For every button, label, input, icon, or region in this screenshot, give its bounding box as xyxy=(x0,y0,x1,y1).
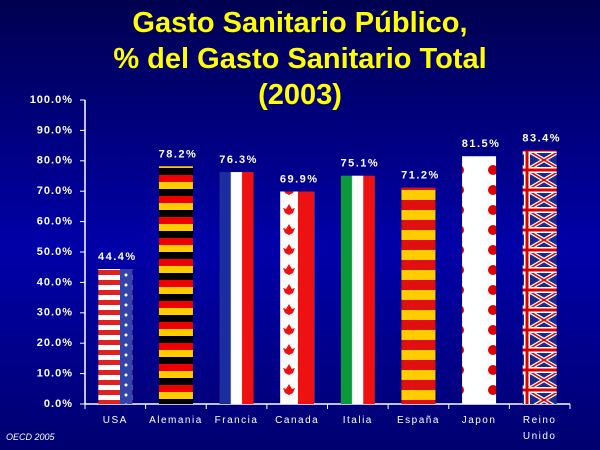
y-tick-label: 20.0% xyxy=(37,337,73,349)
y-tick-label: 30.0% xyxy=(37,307,73,319)
value-label: 69.9% xyxy=(280,174,319,186)
bar xyxy=(340,175,375,404)
title-line: % del Gasto Sanitario Total xyxy=(113,43,486,75)
y-tick-label: 10.0% xyxy=(37,368,73,380)
bar xyxy=(98,269,133,404)
y-tick-label: 60.0% xyxy=(37,216,73,228)
y-tick-label: 50.0% xyxy=(37,246,73,258)
bar xyxy=(158,166,193,404)
value-label: 44.4% xyxy=(98,251,137,263)
x-tick-label: Japon xyxy=(461,415,497,426)
value-label: 83.4% xyxy=(522,132,561,144)
value-label: 75.1% xyxy=(340,158,379,170)
x-tick-label: Francia xyxy=(214,415,259,426)
y-tick-label: 100.0% xyxy=(30,94,73,106)
x-tick-label: Reino Unido xyxy=(522,415,557,442)
bar xyxy=(462,156,497,404)
source: OECD 2005 xyxy=(6,432,55,442)
bar xyxy=(219,172,254,404)
value-label: 76.3% xyxy=(219,154,258,166)
x-tick-label: España xyxy=(396,415,440,426)
bar xyxy=(522,150,557,404)
bar xyxy=(401,187,436,404)
x-tick-label: Alemania xyxy=(149,415,203,426)
y-tick-label: 90.0% xyxy=(37,124,73,136)
y-tick-label: 40.0% xyxy=(37,276,73,288)
value-label: 78.2% xyxy=(159,148,198,160)
y-tick-label: 80.0% xyxy=(37,155,73,167)
value-label: 81.5% xyxy=(462,138,501,150)
title-line: Gasto Sanitario Público, xyxy=(132,7,467,39)
bar xyxy=(280,191,315,404)
x-tick-label: USA xyxy=(102,415,128,426)
x-tick-label: Canada xyxy=(275,415,320,426)
y-tick-label: 0.0% xyxy=(44,398,73,410)
title-line: (2003) xyxy=(258,79,342,111)
y-tick-label: 70.0% xyxy=(37,185,73,197)
x-tick-label: Italia xyxy=(342,415,373,426)
value-label: 71.2% xyxy=(401,170,440,182)
